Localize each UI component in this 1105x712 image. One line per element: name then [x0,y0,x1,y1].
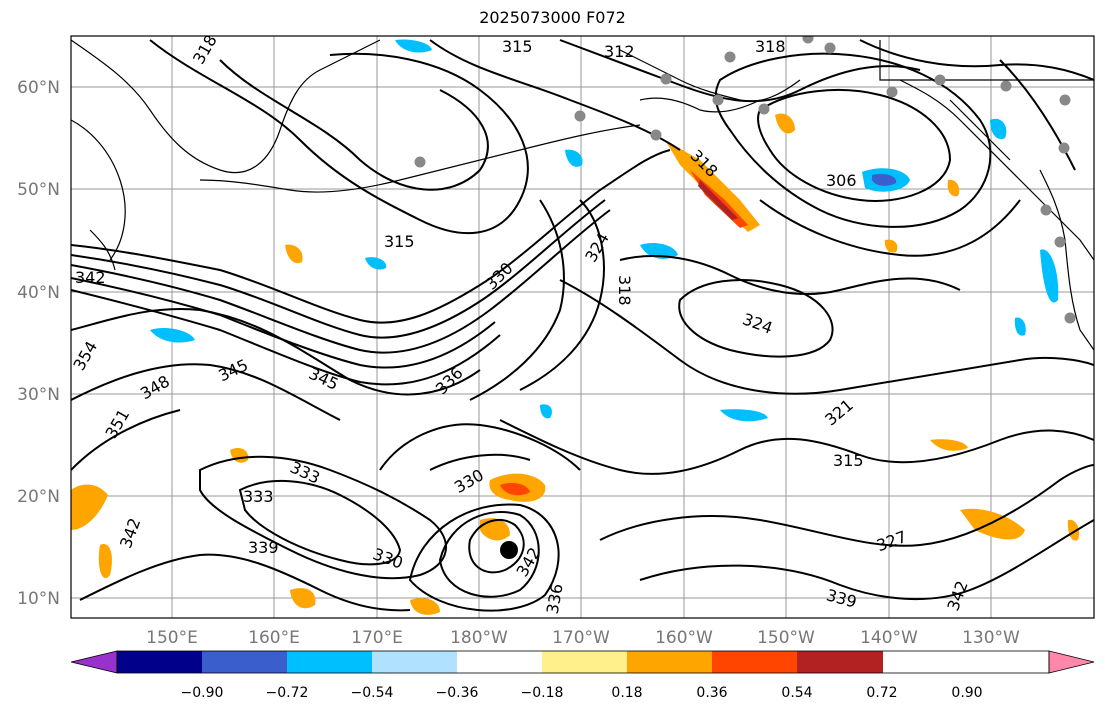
contour-label: 315 [384,232,415,251]
colorbar-tick-label: −0.18 [521,685,564,701]
contour-label: 318 [615,275,634,306]
colorbar-segment [287,651,373,673]
lat-label: 30°N [17,385,60,405]
colorbar-tick-label: 0.72 [866,685,897,701]
contour-label: 315 [502,37,533,56]
colorbar-tick-label: 0.54 [781,685,812,701]
colorbar-segment [117,651,203,673]
vorticity-shading [71,39,1080,615]
lat-label: 40°N [17,283,60,303]
map-frame [70,35,1095,619]
colorbar-tick-label: −0.72 [266,685,309,701]
contour-label: 318 [755,37,786,56]
lon-label: 160°W [655,628,713,648]
latitude-labels: 60°N 50°N 40°N 30°N 20°N 10°N [17,78,60,609]
colorbar-tick-label: 0.90 [951,685,982,701]
colorbar-tick-label: 0.36 [696,685,727,701]
contour-label: 339 [248,538,279,557]
contour-label: 312 [604,42,635,61]
storm-center-marker [500,541,518,559]
colorbar-segment [627,651,713,673]
lat-label: 60°N [17,78,60,98]
map-title: 2025073000 F072 [479,8,626,27]
colorbar-tick-label: −0.90 [181,685,224,701]
lon-label: 150°E [146,628,198,648]
colorbar-segment [457,651,543,673]
lon-label: 180°W [450,628,508,648]
longitude-labels: 150°E 160°E 170°E 180°W 170°W 160°W 150°… [146,628,1020,648]
colorbar-segment [712,651,798,673]
lat-label: 10°N [17,589,60,609]
lat-label: 50°N [17,180,60,200]
colorbar: −0.90 −0.72 −0.54 −0.36 −0.18 0.18 0.36 … [70,650,1095,701]
theta-e-contours [71,39,1094,612]
contour-label: 306 [826,171,857,190]
lon-label: 130°W [962,628,1020,648]
contour-label: 333 [243,487,274,506]
contour-label: 342 [75,268,106,287]
lon-label: 170°E [351,628,403,648]
map-panel: 318 315 312 318 318 306 315 324 318 330 … [70,35,1095,619]
station-markers [414,36,1076,324]
colorbar-segment [202,651,288,673]
colorbar-tick-label: −0.36 [436,685,479,701]
colorbar-tick-label: −0.54 [351,685,394,701]
colorbar-segment [797,651,883,673]
colorbar-extend-high [1048,650,1095,674]
colorbar-extend-low [70,650,118,674]
colorbar-segment [372,651,458,673]
lon-label: 170°W [552,628,610,648]
colorbar-frame [116,650,1050,674]
lon-label: 150°W [757,628,815,648]
lon-label: 140°W [860,628,918,648]
contour-label: 315 [833,451,864,470]
colorbar-segment [542,651,628,673]
lon-label: 160°E [248,628,300,648]
lat-label: 20°N [17,487,60,507]
colorbar-tick-label: 0.18 [611,685,642,701]
